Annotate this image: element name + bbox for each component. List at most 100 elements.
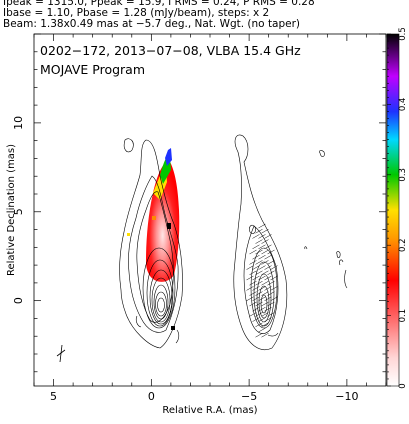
colorbar-tick-label: 0.1 — [398, 309, 408, 323]
evpa-tick — [264, 306, 272, 312]
evpa-tick — [261, 312, 269, 317]
evpa-tick — [261, 228, 269, 234]
evpa-tick — [264, 275, 272, 281]
fracpol-yellow-pixel — [127, 233, 130, 236]
evpa-tick — [261, 249, 269, 255]
evpa-tick — [249, 270, 257, 276]
colorbar-tick-label: 0.3 — [398, 168, 408, 182]
evpa-tick — [267, 291, 275, 296]
colorbar-tick-label: 0.4 — [398, 98, 408, 112]
map-layers — [56, 134, 348, 363]
x-tick-label: 5 — [50, 390, 57, 403]
colorbar-ticks: 0 0.1 0.2 0.3 0.4 0.5 — [387, 27, 408, 389]
evpa-tick — [264, 234, 272, 239]
chart-subtitle: MOJAVE Program — [40, 62, 145, 77]
evpa-tick — [252, 306, 260, 312]
x-tick-label: −10 — [335, 390, 358, 403]
evpa-tick — [270, 286, 278, 291]
evpa-tick — [267, 270, 275, 276]
evpa-tick — [255, 260, 263, 265]
evpa-tick — [255, 249, 263, 255]
axis-ticks — [33, 33, 387, 386]
evpa-tick — [249, 291, 257, 296]
evpa-tick — [267, 301, 275, 307]
fracpol-black-pixels — [167, 223, 171, 229]
evpa-tick — [252, 265, 260, 270]
evpa-tick — [252, 317, 260, 322]
right-panel — [233, 134, 348, 350]
x-axis-title: Relative R.A. (mas) — [162, 405, 257, 416]
evpa-tick — [255, 301, 263, 307]
evpa-tick — [255, 270, 263, 276]
evpa-tick — [255, 228, 263, 234]
evpa-tick — [258, 275, 266, 281]
evpa-tick — [264, 244, 272, 250]
evpa-tick — [255, 239, 263, 244]
evpa-ticks — [246, 223, 278, 338]
evpa-tick — [267, 312, 275, 317]
evpa-tick — [246, 296, 254, 302]
colorbar-tick-label: 0.2 — [398, 238, 408, 252]
evpa-tick — [258, 327, 266, 333]
evpa-tick — [264, 254, 272, 260]
evpa-tick — [258, 244, 266, 250]
evpa-tick — [255, 332, 263, 338]
header-line-1: Ipeak = 1315.0, Ppeak = 15.9, I RMS = 0.… — [3, 0, 315, 8]
colorbar-tick-label: 0.5 — [398, 27, 408, 41]
evpa-tick — [270, 296, 278, 302]
x-tick-label: 0 — [148, 390, 155, 403]
x-tick-label: −5 — [241, 390, 257, 403]
chart-title: 0202−172, 2013−07−08, VLBA 15.4 GHz — [40, 43, 301, 58]
evpa-tick — [252, 234, 260, 239]
header-line-2: Ibase = 1.10, Pbase = 1.28 (mJy/beam), s… — [3, 7, 270, 19]
beam-marker — [56, 344, 66, 363]
evpa-tick — [258, 296, 266, 302]
evpa-tick — [246, 275, 254, 281]
fracpol-orange-pixel — [152, 216, 156, 220]
evpa-tick — [249, 280, 257, 286]
evpa-tick — [261, 301, 269, 307]
evpa-tick — [249, 301, 257, 307]
evpa-tick — [252, 286, 260, 291]
y-tick-label: 5 — [12, 208, 25, 215]
evpa-tick — [261, 270, 269, 276]
evpa-tick — [255, 322, 263, 328]
evpa-tick — [264, 296, 272, 302]
evpa-tick — [261, 280, 269, 286]
evpa-tick — [249, 260, 257, 265]
evpa-tick — [267, 280, 275, 286]
evpa-tick — [264, 286, 272, 291]
evpa-tick — [258, 286, 266, 291]
evpa-tick — [267, 249, 275, 255]
y-tick-labels: 0 5 10 — [12, 116, 25, 304]
evpa-tick — [258, 223, 266, 229]
evpa-tick — [255, 280, 263, 286]
evpa-tick — [246, 286, 254, 291]
evpa-tick — [264, 317, 272, 322]
evpa-tick — [261, 239, 269, 244]
y-axis-title: Relative Declination (mas) — [6, 144, 17, 276]
evpa-tick — [270, 265, 278, 270]
evpa-tick — [258, 265, 266, 270]
colorbar-tick-label: 0 — [398, 383, 408, 388]
evpa-tick — [249, 312, 257, 317]
plot-frame — [33, 33, 387, 387]
evpa-tick — [252, 296, 260, 302]
x-tick-labels: 5 0 −5 −10 — [50, 390, 358, 403]
evpa-tick — [252, 254, 260, 260]
evpa-tick — [255, 291, 263, 296]
evpa-tick — [261, 332, 269, 338]
evpa-tick — [252, 275, 260, 281]
polarization-contours — [233, 134, 348, 350]
left-panel — [56, 138, 183, 363]
header-line-3: Beam: 1.38x0.49 mas at −5.7 deg., Nat. W… — [3, 18, 301, 30]
evpa-tick — [267, 260, 275, 265]
evpa-tick — [261, 260, 269, 265]
evpa-tick — [258, 234, 266, 239]
evpa-tick — [255, 312, 263, 317]
evpa-tick — [261, 291, 269, 296]
evpa-tick — [258, 254, 266, 260]
fracpol-blue-region — [165, 148, 172, 166]
intensity-contours — [119, 138, 183, 349]
